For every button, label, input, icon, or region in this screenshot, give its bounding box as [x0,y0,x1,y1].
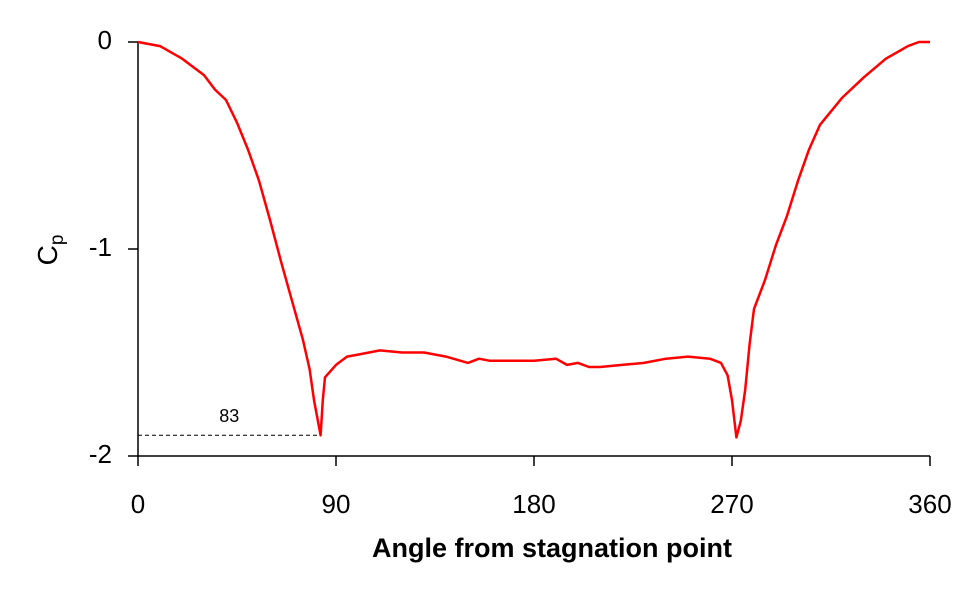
x-tick-label: 270 [710,489,753,519]
y-tick-label: -1 [89,232,112,262]
x-tick-label: 90 [322,489,351,519]
y-axis-title-sub: p [47,235,68,246]
x-axis-title: Angle from stagnation point [372,533,732,563]
x-tick-label: 0 [131,489,145,519]
y-axis-title-main: C [32,245,63,265]
y-tick-label: -2 [89,439,112,469]
annotation-label: 83 [219,406,239,426]
x-tick-label: 180 [512,489,555,519]
y-axis-title: Cp [32,235,68,266]
data-line [137,40,930,439]
y-tick-label: 0 [98,25,112,55]
x-tick-label: 360 [908,489,951,519]
